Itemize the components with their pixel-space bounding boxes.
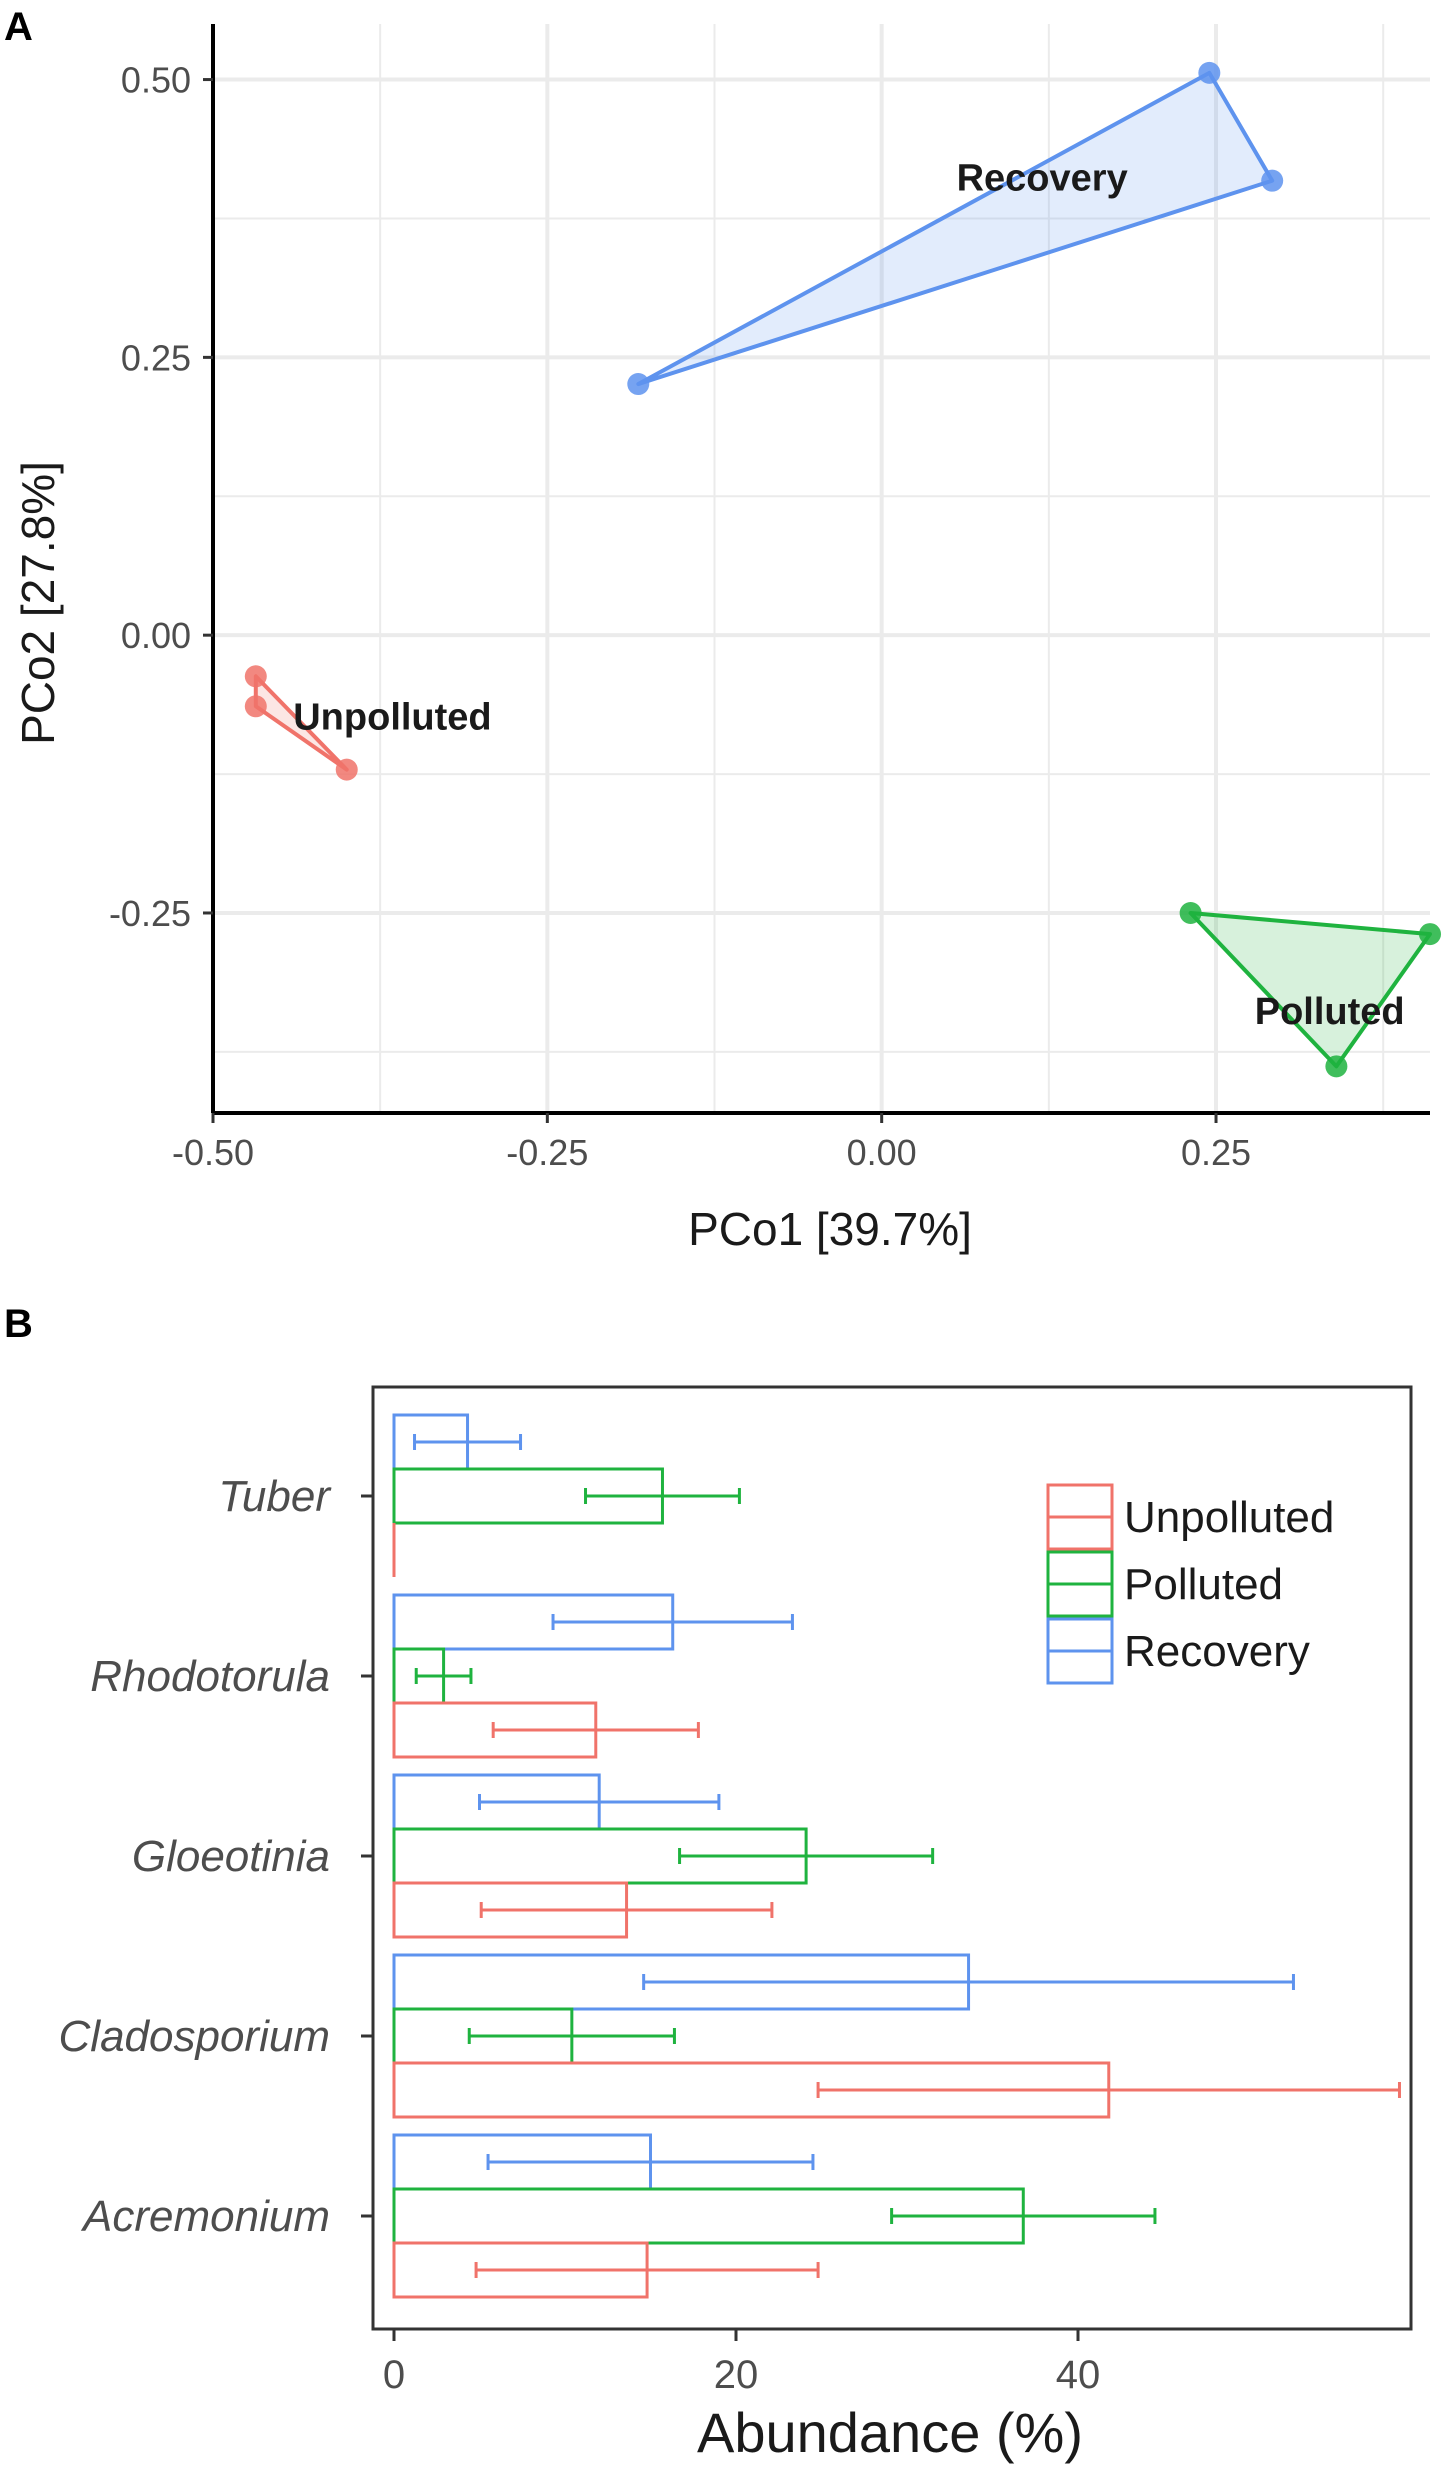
category-label-cladosporium: Cladosporium xyxy=(59,2012,330,2061)
pcoa-axes xyxy=(211,24,1430,1115)
category-label-tuber: Tuber xyxy=(218,1472,332,1521)
point-unpolluted-2 xyxy=(335,758,358,781)
abundance-x-tick-label-2: 40 xyxy=(1056,2353,1101,2397)
point-unpolluted-0 xyxy=(244,665,267,688)
y-tick-label-3: 0.50 xyxy=(121,60,191,101)
pcoa-group-labels: Recovery Unpolluted Polluted xyxy=(293,158,1404,1033)
pcoa-x-axis-title: PCo1 [39.7%] xyxy=(688,1203,972,1255)
abundance-x-tick-label-1: 20 xyxy=(714,2353,759,2397)
hull-unpolluted xyxy=(253,674,349,772)
point-recovery-1 xyxy=(1198,61,1221,84)
abundance-ticks: 0 20 40 xyxy=(383,2329,1100,2397)
panel-b-label: B xyxy=(4,1302,33,1346)
hull-recovery xyxy=(636,70,1275,387)
x-tick-label-1: -0.25 xyxy=(506,1132,588,1173)
point-recovery-0 xyxy=(627,373,650,396)
abundance-x-tick-label-0: 0 xyxy=(383,2353,405,2397)
point-polluted-1 xyxy=(1419,923,1441,946)
pcoa-gridlines xyxy=(211,24,1430,1113)
point-recovery-2 xyxy=(1261,169,1284,192)
x-tick-label-2: 0.00 xyxy=(847,1132,917,1173)
pcoa-tick-labels: -0.50 -0.25 0.00 0.25 -0.25 0.00 0.25 0.50 xyxy=(109,60,1251,1173)
hull-polluted xyxy=(1188,910,1432,1069)
x-tick-label-0: -0.50 xyxy=(172,1132,254,1173)
point-unpolluted-1 xyxy=(244,695,267,718)
pcoa-hulls xyxy=(253,70,1432,1069)
point-polluted-2 xyxy=(1325,1055,1348,1078)
y-tick-label-0: -0.25 xyxy=(109,893,191,934)
group-label-unpolluted: Unpolluted xyxy=(293,697,491,739)
pcoa-y-axis-title: PCo2 [27.8%] xyxy=(12,461,64,745)
abundance-category-labels: Tuber Rhodotorula Gloeotinia Cladosporium Ac… xyxy=(59,1472,373,2241)
x-tick-label-3: 0.25 xyxy=(1181,1132,1251,1173)
group-label-polluted: Polluted xyxy=(1255,991,1405,1033)
pcoa-points xyxy=(244,61,1441,1078)
abundance-bars xyxy=(392,1413,1401,2299)
pcoa-scatter-chart: -0.50 -0.25 0.00 0.25 -0.25 0.00 0.25 0.50 Reco… xyxy=(12,24,1441,1255)
y-tick-label-2: 0.25 xyxy=(121,337,191,378)
category-label-rhodotorula: Rhodotorula xyxy=(90,1652,330,1701)
point-polluted-0 xyxy=(1179,901,1202,924)
abundance-bar-chart: 0 20 40 Tuber Rhodotorula Gloeotinia Cladospo… xyxy=(59,1385,1413,2464)
legend-label-unpolluted: Unpolluted xyxy=(1124,1493,1334,1542)
category-label-gloeotinia: Gloeotinia xyxy=(132,1832,330,1881)
legend: Unpolluted Polluted Recovery xyxy=(1046,1483,1334,1685)
legend-label-recovery: Recovery xyxy=(1124,1627,1310,1676)
legend-label-polluted: Polluted xyxy=(1124,1560,1283,1609)
group-label-recovery: Recovery xyxy=(957,158,1128,200)
category-label-acremonium: Acremonium xyxy=(80,2192,330,2241)
y-tick-label-1: 0.00 xyxy=(121,615,191,656)
abundance-x-axis-title: Abundance (%) xyxy=(697,2401,1083,2464)
abundance-plot-frame xyxy=(371,1385,1413,2331)
panel-a-label: A xyxy=(4,5,33,49)
